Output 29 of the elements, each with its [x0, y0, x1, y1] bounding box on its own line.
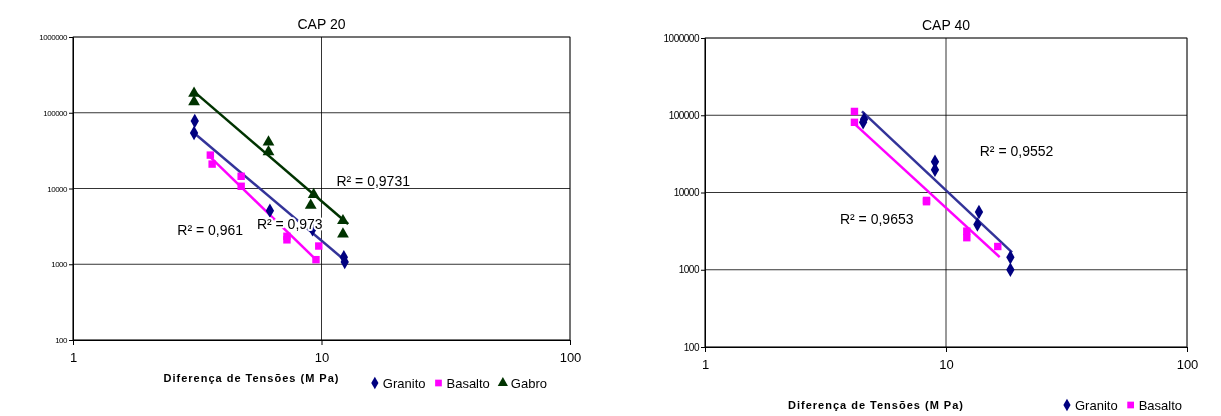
- annotation: R² = 0,9731: [336, 173, 411, 190]
- chart-title: CAP 40: [922, 17, 971, 33]
- x-axis-title: Diferença de Tensões (M Pa): [788, 399, 964, 411]
- annotation: R² = 0,9653: [839, 211, 914, 228]
- legend-label: Granito: [1074, 398, 1118, 413]
- chart-title: CAP 20: [297, 16, 346, 32]
- y-tick-label: 100000: [43, 108, 69, 118]
- legend-label: Gabro: [510, 376, 547, 391]
- y-tick-label: 1000: [51, 260, 69, 270]
- y-tick-label: 100: [55, 336, 69, 346]
- y-tick-label: 100: [683, 341, 700, 353]
- x-tick-label: 1: [701, 357, 710, 373]
- y-tick-label: 100000: [668, 109, 700, 121]
- y-tick-label: 10000: [47, 184, 69, 194]
- annotation: R² = 0,961: [177, 221, 244, 238]
- legend-label: Granito: [382, 376, 426, 391]
- y-tick-label: 10000: [673, 187, 700, 199]
- x-tick-label: 10: [939, 357, 954, 373]
- y-tick-label: 1000000: [663, 32, 700, 44]
- x-tick-label: 1: [69, 350, 78, 366]
- y-tick-label: 1000000: [39, 33, 69, 43]
- annotation: R² = 0,9552: [979, 143, 1054, 160]
- y-tick-label: 1000: [678, 264, 700, 276]
- x-tick-label: 100: [559, 350, 582, 366]
- x-tick-label: 10: [314, 350, 330, 366]
- legend-label: Basalto: [446, 376, 490, 391]
- x-axis-title: Diferença de Tensões (M Pa): [163, 372, 340, 384]
- x-tick-label: 100: [1176, 357, 1199, 373]
- legend-label: Basalto: [1138, 398, 1182, 413]
